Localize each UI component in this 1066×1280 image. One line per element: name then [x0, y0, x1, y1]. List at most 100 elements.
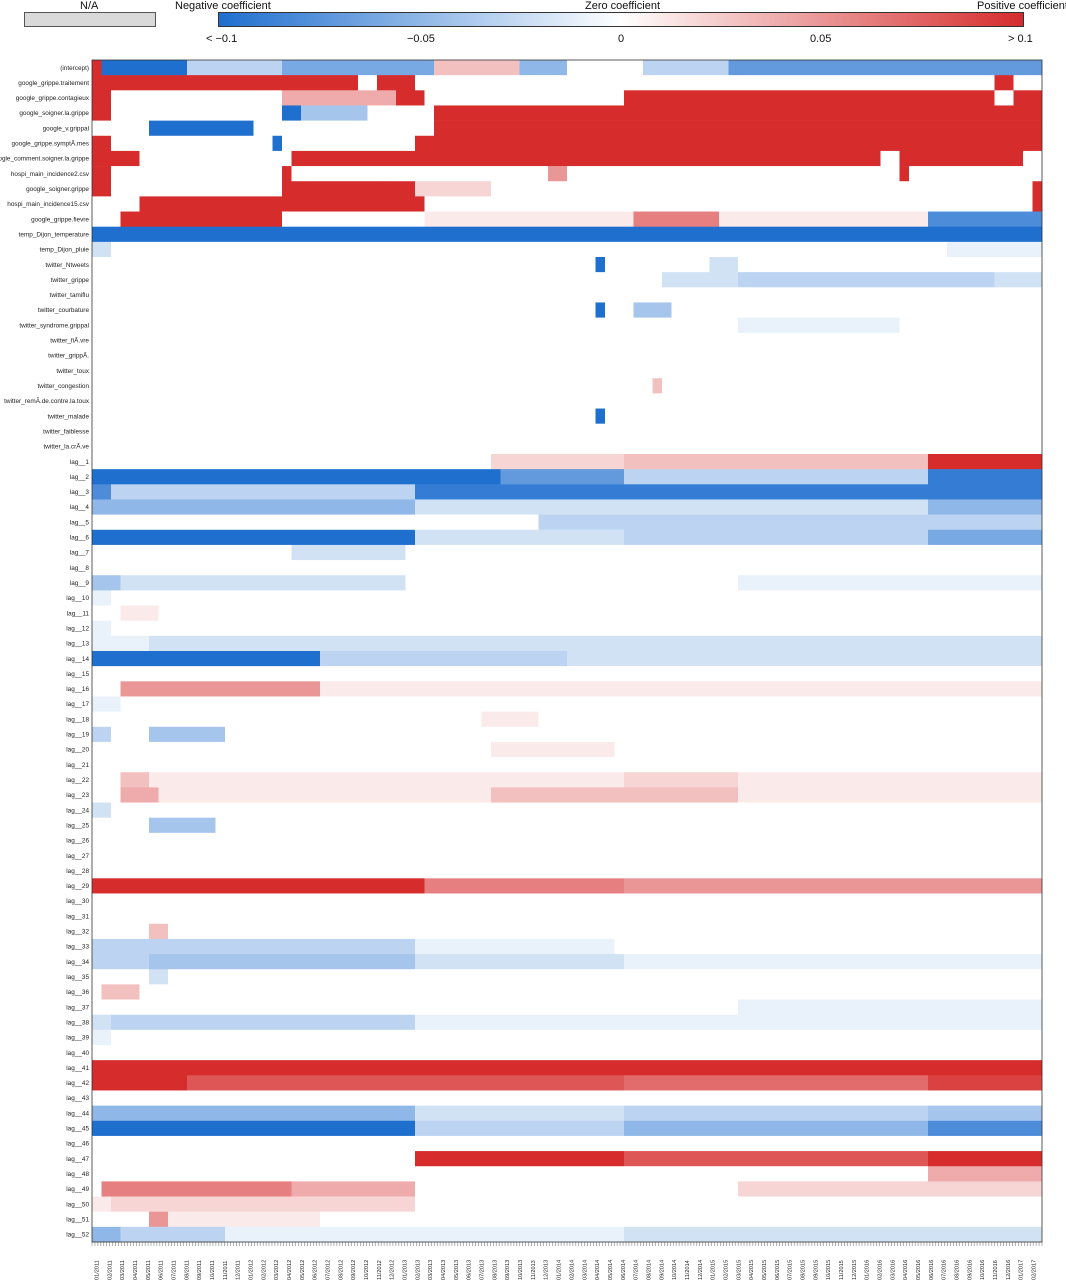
heatmap-cell	[92, 878, 425, 894]
heatmap-row	[92, 484, 1043, 500]
heatmap-cell	[538, 711, 1043, 728]
heatmap-cell	[92, 969, 150, 985]
heatmap-cell	[880, 150, 900, 167]
heatmap-cell	[215, 817, 1043, 834]
x-tick-label: 06/2012	[313, 1260, 319, 1280]
heatmap-cell	[92, 772, 121, 788]
x-tick-label: 08/2014	[646, 1260, 652, 1280]
heatmap-cell	[92, 499, 416, 515]
row-label: lag__8	[70, 565, 90, 572]
heatmap-cell	[92, 60, 102, 76]
row-label: lag__6	[70, 535, 90, 542]
heatmap-row	[92, 150, 1043, 167]
heatmap-cell	[1013, 90, 1043, 106]
row-label: hospi_main_incidence15.csv	[7, 201, 90, 208]
heatmap-cell	[120, 681, 321, 697]
heatmap-cell	[358, 75, 378, 91]
row-label: lag__21	[66, 762, 89, 769]
heatmap-row	[92, 469, 1043, 485]
row-label: lag__41	[66, 1065, 89, 1072]
heatmap-cell	[728, 90, 995, 106]
heatmap-cell	[92, 817, 150, 834]
heatmap-cell	[624, 772, 739, 788]
x-tick-label: 11/2011	[223, 1261, 229, 1280]
heatmap-cell	[415, 938, 615, 955]
heatmap-row	[92, 90, 1043, 106]
row-label: lag__1	[70, 459, 90, 466]
heatmap-cell	[899, 317, 1043, 334]
heatmap-cell	[595, 257, 606, 273]
heatmap-cell	[92, 1181, 102, 1197]
x-tick-label: 05/2012	[300, 1260, 306, 1280]
heatmap-cell	[92, 999, 739, 1015]
heatmap-cell	[92, 105, 112, 121]
heatmap-cell	[92, 75, 273, 91]
row-label: lag__38	[66, 1019, 89, 1026]
heatmap-cell	[671, 302, 1043, 318]
row-label: twitter_congestion	[37, 383, 89, 390]
heatmap-cell	[709, 257, 739, 273]
heatmap-cell	[282, 90, 397, 106]
heatmap-cell	[624, 878, 1043, 894]
heatmap-cell	[614, 938, 1043, 955]
heatmap-cell	[928, 529, 1043, 546]
heatmap-cell	[567, 651, 1043, 667]
x-tick-label: 08/2011	[184, 1260, 190, 1280]
heatmap-cell	[424, 878, 625, 894]
tick-label: −0.05	[407, 33, 435, 45]
heatmap-cell	[92, 681, 121, 697]
heatmap-cell	[928, 1075, 1043, 1091]
heatmap-cell	[624, 469, 929, 485]
heatmap-cell	[282, 60, 435, 76]
heatmap-row	[92, 332, 1043, 349]
row-label: lag__2	[70, 474, 90, 481]
heatmap-cell	[928, 1120, 1043, 1137]
heatmap-row	[92, 757, 1043, 773]
heatmap-cell	[120, 1226, 226, 1243]
heatmap-row	[92, 302, 1043, 318]
x-tick-label: 03/2013	[428, 1260, 434, 1280]
heatmap-cell	[92, 832, 1043, 849]
heatmap-cell	[994, 75, 1014, 91]
heatmap-cell	[92, 954, 150, 970]
heatmap-cell	[187, 60, 283, 76]
x-tick-label: 12/2016	[1006, 1260, 1012, 1280]
heatmap-cell	[92, 1105, 416, 1122]
heatmap-cell	[92, 711, 482, 728]
heatmap-cell	[92, 226, 1043, 243]
heatmap-cell	[92, 1045, 1043, 1061]
heatmap-cell	[92, 393, 1043, 409]
heatmap-cell	[92, 241, 112, 258]
heatmap-cell	[92, 590, 112, 606]
heatmap-row	[92, 226, 1043, 243]
heatmap-cell	[282, 181, 378, 197]
gradient-bar	[218, 12, 1024, 27]
heatmap-cell	[92, 848, 1043, 864]
x-tick-label: 11/2012	[377, 1260, 383, 1280]
heatmap-cell	[605, 302, 634, 318]
heatmap-cell	[738, 787, 1043, 803]
heatmap-row	[92, 651, 1043, 667]
negative-label: Negative coefficient	[175, 0, 271, 12]
row-label: google_soigner.grippe	[26, 186, 89, 193]
row-label: lag__12	[66, 625, 89, 632]
heatmap-cell	[92, 787, 121, 803]
x-tick-label: 09/2016	[967, 1260, 973, 1280]
row-label: lag__5	[70, 519, 90, 526]
x-tick-label: 06/2011	[159, 1260, 165, 1280]
heatmap-row	[92, 1014, 1043, 1031]
heatmap-cell	[111, 802, 1043, 818]
heatmap-cell	[92, 135, 112, 152]
heatmap-cell	[928, 469, 1043, 485]
heatmap-cell	[92, 529, 416, 546]
row-label: twitter_grippe	[51, 277, 90, 284]
heatmap-cell	[377, 75, 416, 91]
heatmap-cell	[101, 1181, 292, 1197]
heatmap-cell	[320, 681, 397, 697]
heatmap-cell	[92, 287, 1043, 303]
heatmap-cell	[301, 105, 368, 121]
row-label: google_grippe.traitement	[18, 80, 89, 87]
x-tick-label: 02/2016	[878, 1260, 884, 1280]
heatmap-cell	[101, 60, 188, 76]
heatmap-cell	[92, 423, 1043, 440]
